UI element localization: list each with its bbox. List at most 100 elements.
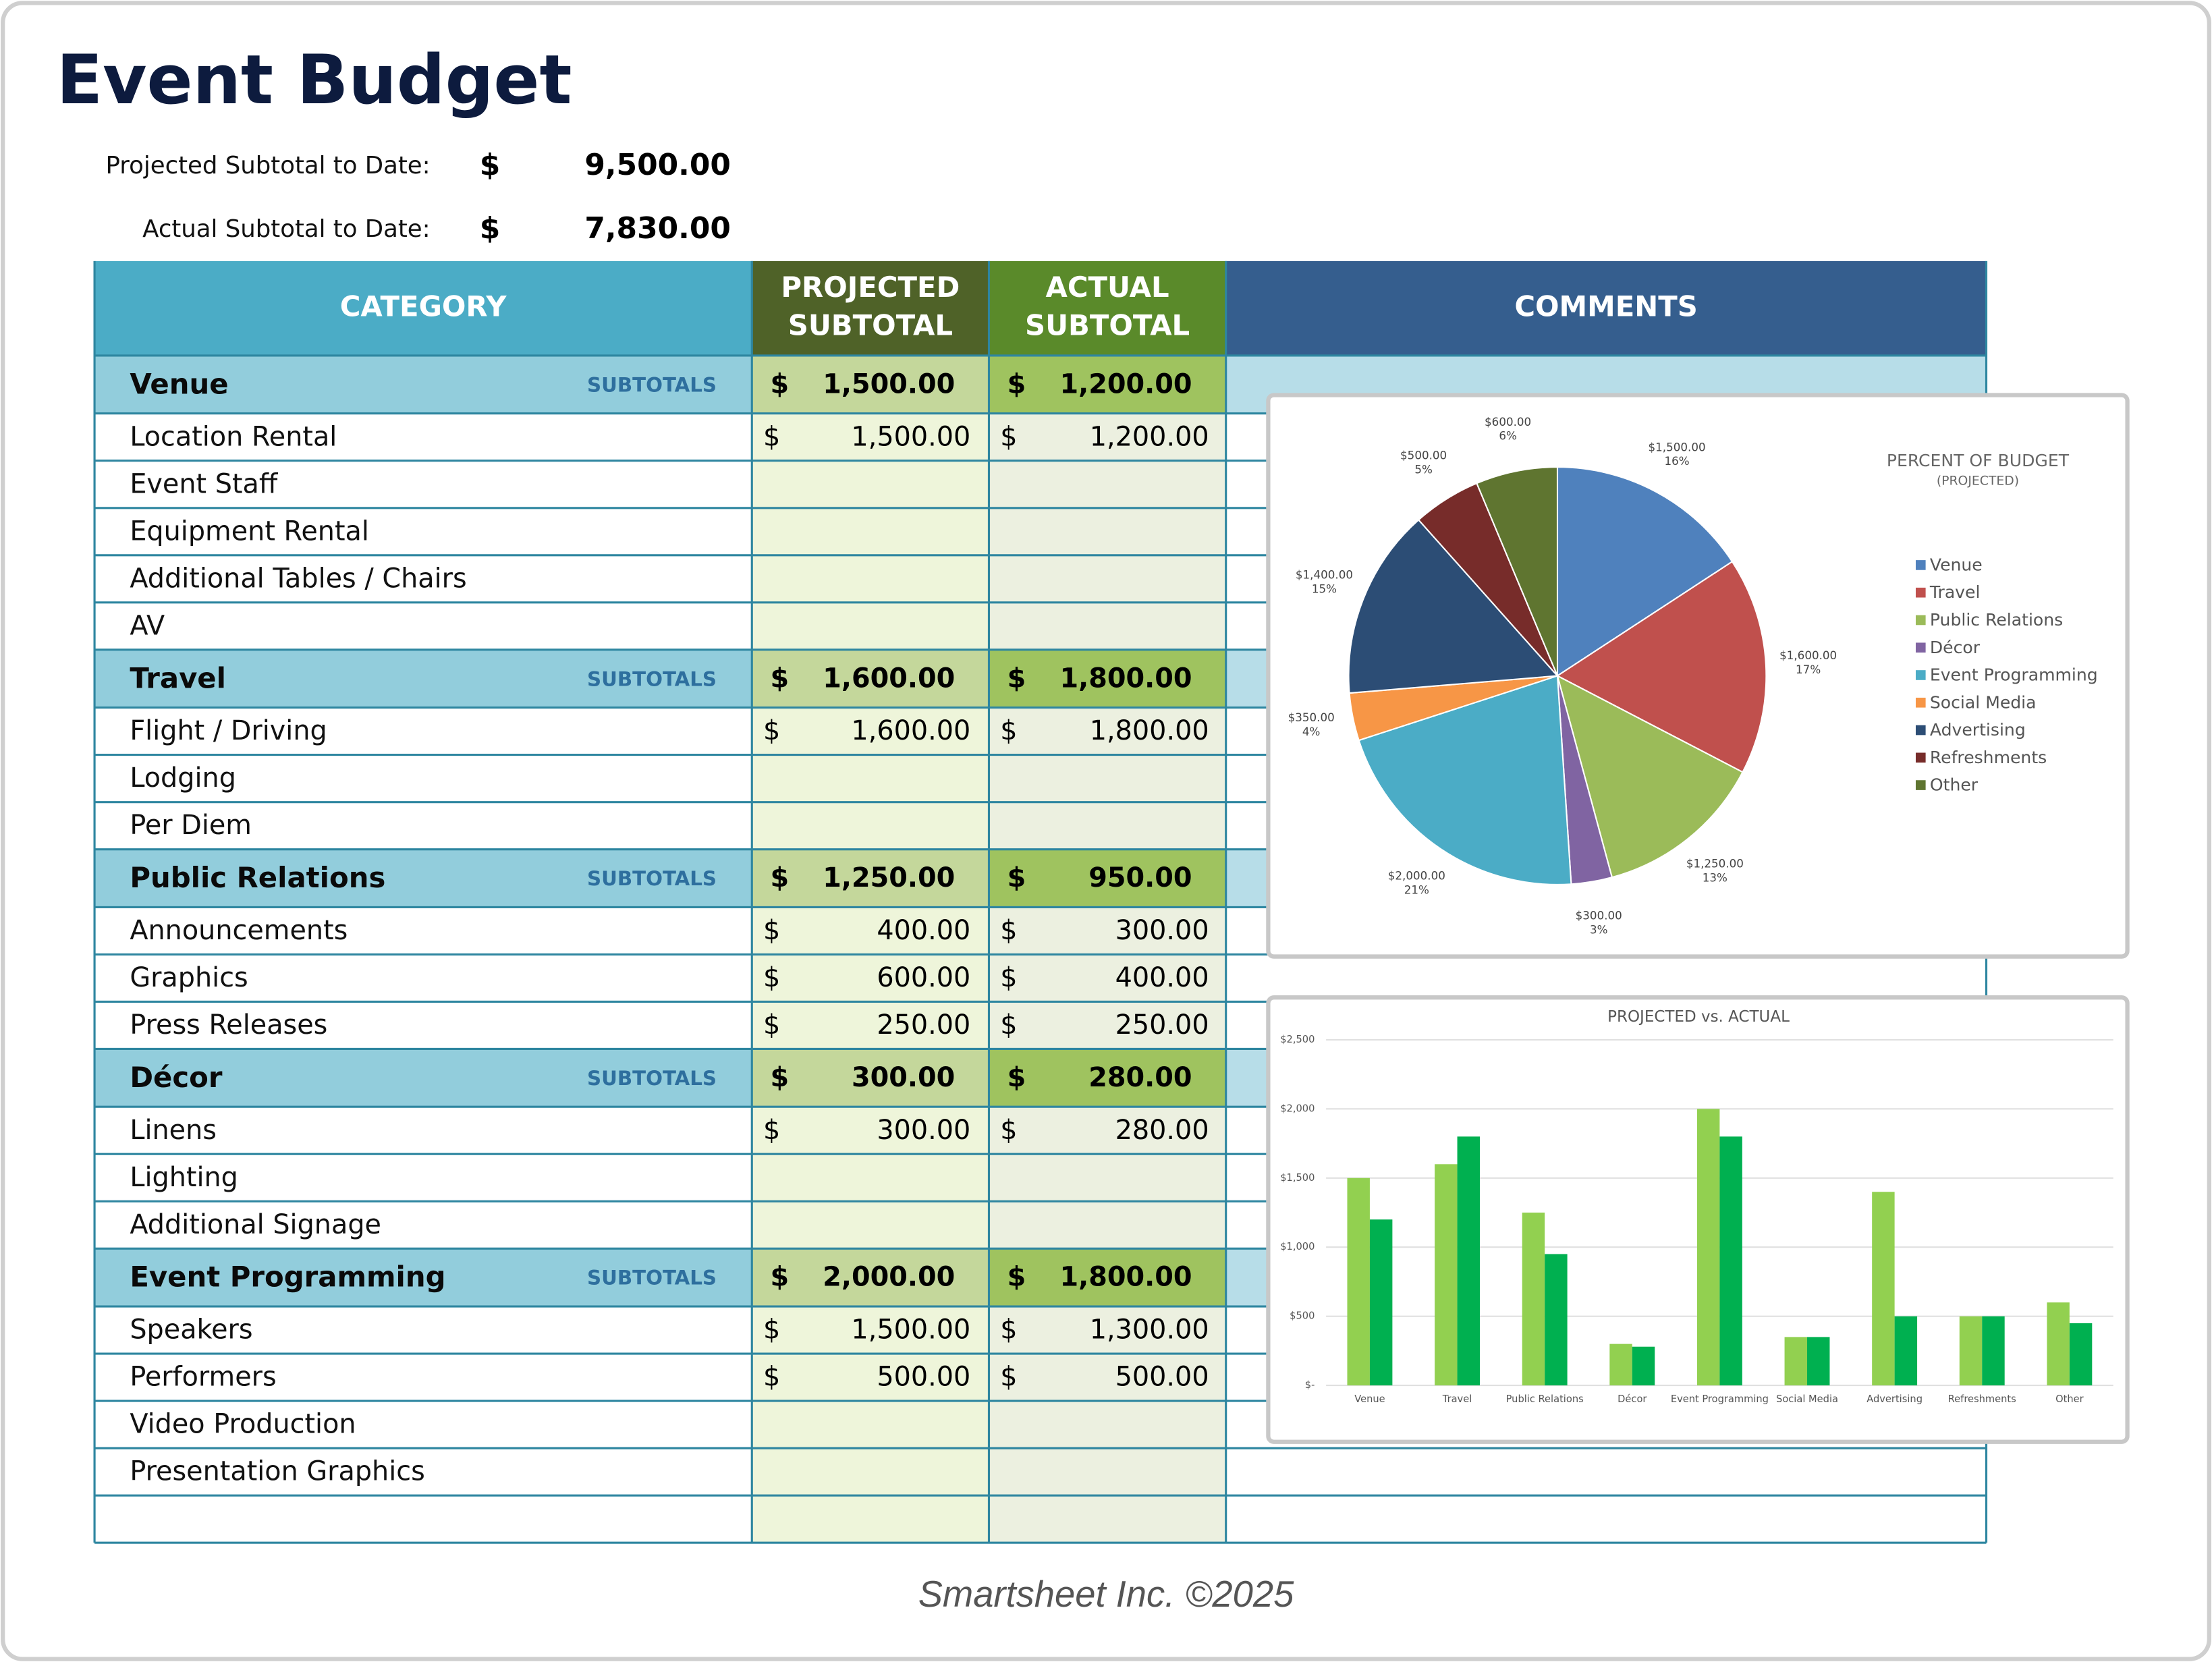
bar <box>1609 1344 1632 1386</box>
pie-slice <box>1556 466 1734 677</box>
legend-swatch <box>1915 752 1926 763</box>
y-tick-label: $2,500 <box>1280 1034 1315 1045</box>
x-tick-label: Venue <box>1354 1393 1385 1405</box>
legend-label: Public Relations <box>1930 610 2063 630</box>
legend-label: Décor <box>1930 638 1981 657</box>
legend-swatch <box>1915 642 1926 653</box>
section-cell <box>989 849 1226 908</box>
amount: 280.00 <box>1115 1115 1209 1146</box>
item-cell <box>752 907 989 955</box>
legend-label: Advertising <box>1930 720 2026 740</box>
column-header: SUBTOTAL <box>788 309 953 342</box>
slice-percent-label: 6% <box>1499 429 1517 443</box>
currency: $ <box>1007 1262 1026 1293</box>
item-cell <box>752 602 989 650</box>
item-cell <box>1225 954 1987 1002</box>
pie-slice <box>1555 560 1767 773</box>
item-name: Graphics <box>130 962 248 993</box>
amount: 1,500.00 <box>851 1314 970 1346</box>
amount: 1,600.00 <box>823 663 955 694</box>
subtotals-label: SUBTOTALS <box>587 373 717 396</box>
bar <box>2047 1302 2070 1386</box>
amount: 1,800.00 <box>1060 1262 1192 1293</box>
item-name: Event Staff <box>130 468 279 499</box>
item-cell <box>752 507 989 555</box>
slice-value-label: $1,400.00 <box>1296 567 1353 581</box>
header-cell <box>752 260 989 356</box>
amount: 1,800.00 <box>1090 715 1209 746</box>
amount: 400.00 <box>877 915 970 946</box>
item-name: AV <box>130 610 165 641</box>
amount: 500.00 <box>1115 1362 1209 1393</box>
subtotals-label: SUBTOTALS <box>587 867 717 890</box>
blank-cell <box>94 1495 752 1543</box>
page-title: Event Budget <box>57 40 572 119</box>
bar <box>2069 1323 2093 1386</box>
header-cell <box>1225 260 1987 356</box>
bar <box>1807 1337 1830 1386</box>
amount: 2,000.00 <box>823 1262 955 1293</box>
x-tick-label: Advertising <box>1867 1393 1923 1405</box>
legend-label: Refreshments <box>1930 748 2047 767</box>
subtotals-label: SUBTOTALS <box>587 1067 717 1090</box>
blank-cell <box>989 1495 1226 1543</box>
y-tick-label: $1,500 <box>1280 1172 1315 1184</box>
header-cell <box>989 260 1226 356</box>
amount: 250.00 <box>1115 1009 1209 1041</box>
y-tick-label: $2,000 <box>1280 1103 1315 1114</box>
item-name: Per Diem <box>130 810 252 841</box>
item-cell <box>989 1306 1226 1354</box>
currency: $ <box>770 862 789 893</box>
summary-amount: 7,830.00 <box>584 211 731 246</box>
slice-percent-label: 16% <box>1665 454 1690 468</box>
slice-value-label: $600.00 <box>1485 415 1531 428</box>
currency: $ <box>1007 862 1026 893</box>
pie-slice <box>1556 674 1744 879</box>
slice-value-label: $500.00 <box>1400 449 1447 462</box>
pie-slice <box>1358 675 1572 885</box>
slice-percent-label: 4% <box>1302 725 1321 738</box>
column-header: PROJECTED <box>781 271 960 304</box>
item-name: Lighting <box>130 1162 238 1193</box>
item-cell <box>94 555 752 603</box>
bar <box>1696 1109 1720 1386</box>
item-cell <box>94 460 752 508</box>
currency: $ <box>763 1362 780 1393</box>
currency: $ <box>1000 421 1017 452</box>
legend-swatch <box>1915 725 1926 736</box>
currency: $ <box>763 1314 780 1346</box>
y-tick-label: $- <box>1305 1379 1315 1391</box>
item-cell <box>752 707 989 755</box>
currency: $ <box>1000 1362 1017 1393</box>
section-name: Public Relations <box>130 861 385 894</box>
x-tick-label: Public Relations <box>1506 1393 1584 1405</box>
section-cell <box>989 1049 1226 1107</box>
section-cell <box>94 849 752 908</box>
item-cell <box>752 1107 989 1155</box>
item-cell <box>1225 1448 1987 1496</box>
amount: 1,500.00 <box>851 421 970 452</box>
chart-subtitle: (PROJECTED) <box>1937 474 2019 489</box>
item-name: Additional Tables / Chairs <box>130 563 466 594</box>
summary-currency: $ <box>480 211 501 246</box>
amount: 950.00 <box>1088 862 1192 893</box>
item-cell <box>94 507 752 555</box>
item-name: Speakers <box>130 1314 252 1346</box>
item-cell <box>94 602 752 650</box>
item-cell <box>94 802 752 850</box>
section-cell <box>752 649 989 708</box>
amount: 1,200.00 <box>1060 368 1192 399</box>
currency: $ <box>770 368 789 399</box>
section-cell <box>94 355 752 414</box>
currency: $ <box>1007 1062 1026 1093</box>
bar <box>1784 1337 1808 1386</box>
section-name: Travel <box>130 661 226 694</box>
pie-slice <box>1476 466 1559 676</box>
item-name: Presentation Graphics <box>130 1456 424 1487</box>
legend-label: Travel <box>1929 582 1981 602</box>
amount: 600.00 <box>877 962 970 993</box>
section-name: Venue <box>130 367 228 400</box>
bar <box>1369 1219 1393 1386</box>
item-cell <box>989 707 1226 755</box>
summary-label: Actual Subtotal to Date: <box>142 215 430 243</box>
